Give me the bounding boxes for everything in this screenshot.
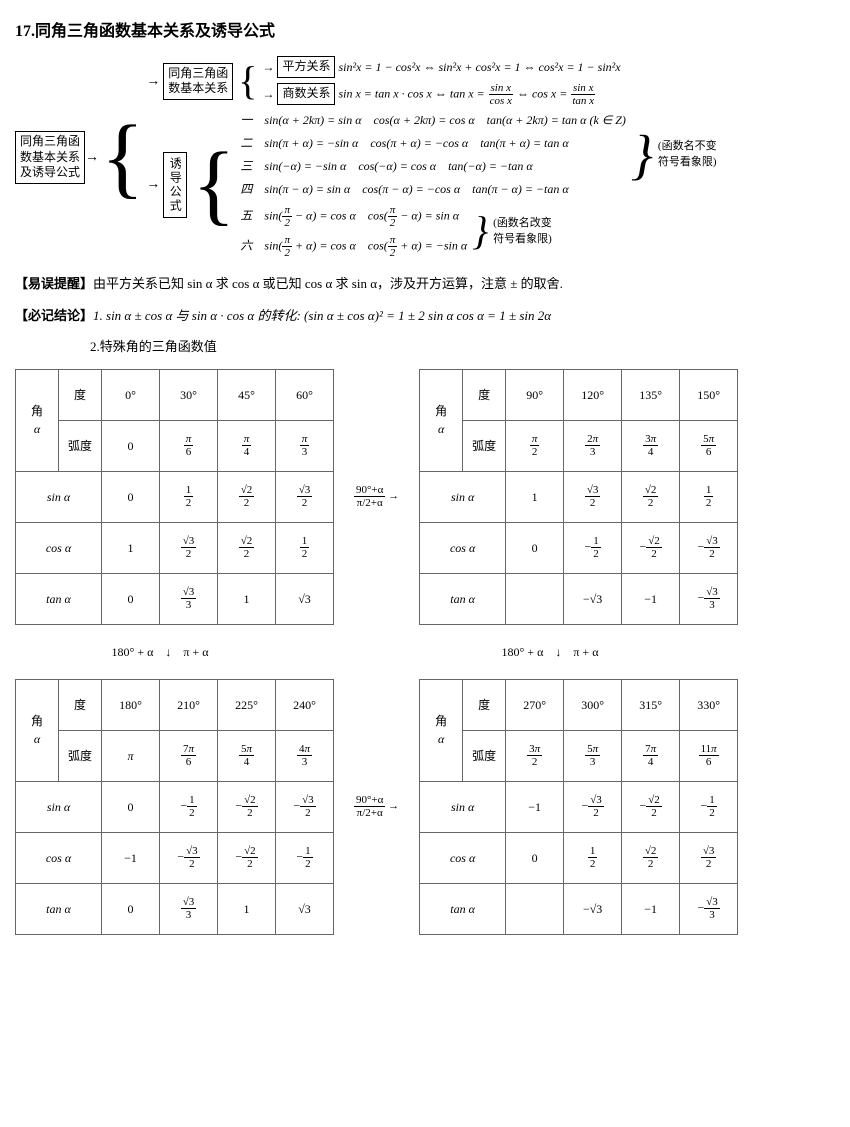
ind-2: 二 sin(π + α) = −sin α cos(π + α) = −cos … [240, 134, 625, 152]
ss-rel: sin x = tan x · cos x ⇔ tan x = sin xcos… [338, 82, 596, 107]
ss-box: 商数关系 [277, 83, 335, 105]
table-1: 角α度0°30°45°60°弧度0π6π4π3sin α012√22√32cos… [15, 369, 334, 625]
sub2-box: 诱导公式 [163, 152, 187, 218]
table-2: 角α度90°120°135°150°弧度π22π33π45π6sin α1√32… [419, 369, 738, 625]
main-box: 同角三角函 数基本关系 及诱导公式 [15, 131, 85, 184]
concept-diagram: 同角三角函 数基本关系 及诱导公式 → { → 同角三角函 数基本关系 { →平… [15, 56, 835, 259]
table-3: 角α度180°210°225°240°弧度π7π65π44π3sin α0−12… [15, 679, 334, 935]
ind-4: 四 sin(π − α) = sin α cos(π − α) = −cos α… [240, 180, 625, 198]
ind-1: 一 sin(α + 2kπ) = sin α cos(α + 2kπ) = co… [240, 111, 625, 129]
ind-5: 五 sin(π2 − α) = cos α cos(π2 − α) = sin … [240, 204, 467, 229]
arrow-h1: 90°+απ/2+α → [354, 484, 399, 509]
tables-area: 角α度0°30°45°60°弧度0π6π4π3sin α012√22√32cos… [15, 369, 835, 935]
arrow-v2: 180° + α ↓ π + α [405, 643, 695, 661]
arrow-h2: 90°+απ/2+α → [354, 794, 399, 819]
warning-note: 【易误提醒】由平方关系已知 sin α 求 cos α 或已知 cos α 求 … [15, 274, 835, 294]
table-4: 角α度270°300°315°330°弧度3π25π37π411π6sin α−… [419, 679, 738, 935]
conclusion-note: 【必记结论】1. sin α ± cos α 与 sin α · cos α 的… [15, 306, 835, 326]
page-title: 17.同角三角函数基本关系及诱导公式 [15, 20, 835, 44]
pf-rel: sin²x = 1 − cos²x ⇔ sin²x + cos²x = 1 ⇔ … [338, 58, 620, 76]
sub1-box: 同角三角函 数基本关系 [163, 63, 233, 100]
conclusion-2: 2.特殊角的三角函数值 [90, 337, 835, 357]
ind-3: 三 sin(−α) = −sin α cos(−α) = cos α tan(−… [240, 157, 625, 175]
pf-box: 平方关系 [277, 56, 335, 78]
arrow-v1: 180° + α ↓ π + α [15, 643, 305, 661]
ind-6: 六 sin(π2 + α) = cos α cos(π2 + α) = −sin… [240, 234, 467, 259]
